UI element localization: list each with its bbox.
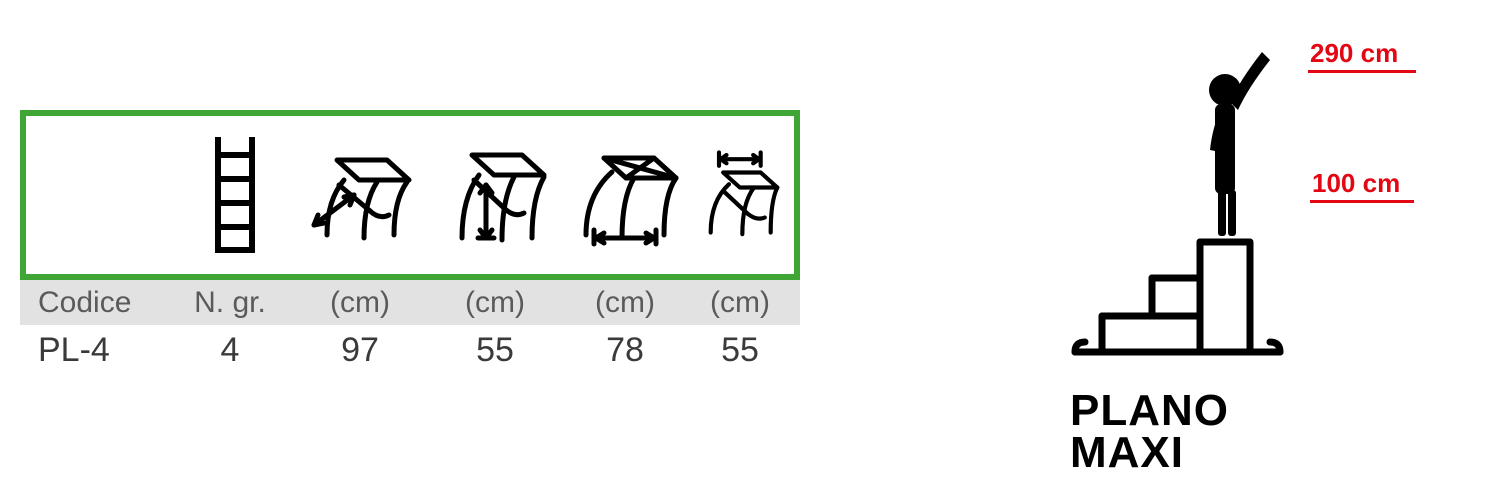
- data-cell: 55: [430, 331, 560, 370]
- table-header-row: CodiceN. gr.(cm)(cm)(cm)(cm): [20, 280, 800, 325]
- data-cell: PL-4: [20, 331, 170, 370]
- icon-cell-topwidth: [694, 116, 794, 274]
- stool-topwidth-icon: [694, 130, 794, 260]
- ladder-icon: [210, 135, 260, 255]
- header-cell: Codice: [20, 282, 170, 324]
- person-on-steps-icon: [1040, 30, 1310, 390]
- stool-height-icon: [434, 130, 564, 260]
- dim-top-label: 290 cm: [1310, 38, 1398, 69]
- product-name: PLANO MAXI: [1070, 390, 1229, 474]
- icon-cell-ladder: [175, 116, 294, 274]
- table-data-row: PL-4497557855: [20, 325, 800, 375]
- stool-depth-icon: [299, 130, 429, 260]
- icon-cell-height: [434, 116, 564, 274]
- data-cell: 78: [560, 331, 690, 370]
- header-cell: (cm): [690, 282, 790, 324]
- data-cell: 55: [690, 331, 790, 370]
- header-cell: (cm): [560, 282, 690, 324]
- icon-cell-basewidth: [564, 116, 694, 274]
- dimension-diagram: 290 cm 100 cm PLANO MAXI: [1040, 20, 1440, 480]
- header-cell: (cm): [290, 282, 430, 324]
- dim-mid-label: 100 cm: [1312, 168, 1400, 199]
- header-cell: N. gr.: [170, 282, 290, 324]
- icon-header-row: [20, 110, 800, 280]
- dim-top-underline: [1308, 70, 1416, 73]
- stool-basewidth-icon: [564, 130, 694, 260]
- header-cell: (cm): [430, 282, 560, 324]
- data-cell: 4: [170, 331, 290, 370]
- data-cell: 97: [290, 331, 430, 370]
- icon-cell-blank: [26, 116, 175, 274]
- dim-mid-underline: [1310, 200, 1414, 203]
- product-name-line2: MAXI: [1070, 428, 1184, 477]
- icon-cell-depth: [295, 116, 434, 274]
